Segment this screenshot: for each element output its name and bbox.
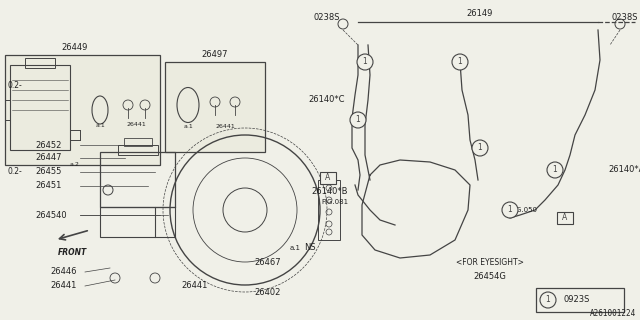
Circle shape <box>350 112 366 128</box>
Bar <box>124 138 152 146</box>
Text: 26455: 26455 <box>35 167 61 177</box>
Text: A261001224: A261001224 <box>589 309 636 318</box>
Text: 1: 1 <box>363 58 367 67</box>
Bar <box>557 212 573 224</box>
Text: 26454G: 26454G <box>474 272 506 281</box>
Circle shape <box>357 54 373 70</box>
Text: A: A <box>325 173 331 182</box>
Text: 26441: 26441 <box>50 282 76 291</box>
Bar <box>118 145 158 155</box>
Text: 1: 1 <box>356 116 360 124</box>
Text: 1: 1 <box>508 205 513 214</box>
Text: 1: 1 <box>552 165 557 174</box>
Bar <box>100 207 155 237</box>
Text: 26441: 26441 <box>126 122 146 127</box>
Text: 1: 1 <box>546 295 550 305</box>
Text: a.1: a.1 <box>95 123 105 128</box>
Text: A: A <box>563 213 568 222</box>
Text: 26452: 26452 <box>35 140 61 149</box>
Circle shape <box>472 140 488 156</box>
Text: a.2: a.2 <box>70 162 80 167</box>
Text: 0238S: 0238S <box>611 13 638 22</box>
Text: a.1: a.1 <box>289 245 301 251</box>
Text: 26446: 26446 <box>50 268 77 276</box>
Text: 26402: 26402 <box>255 288 281 297</box>
Text: FIG.081: FIG.081 <box>321 199 348 205</box>
Text: 26140*B: 26140*B <box>312 188 348 196</box>
Text: 26497: 26497 <box>202 50 228 59</box>
Circle shape <box>502 202 518 218</box>
Text: a.1: a.1 <box>183 124 193 129</box>
Text: 26149: 26149 <box>467 9 493 18</box>
Text: FIG.050: FIG.050 <box>510 207 537 213</box>
Text: 26449: 26449 <box>62 43 88 52</box>
Bar <box>10 65 70 150</box>
Text: 0923S: 0923S <box>564 295 590 305</box>
Circle shape <box>547 162 563 178</box>
Text: 26451: 26451 <box>35 181 61 190</box>
Bar <box>318 180 340 240</box>
Text: 264540: 264540 <box>35 211 67 220</box>
Text: 26467: 26467 <box>255 258 282 267</box>
Text: 1: 1 <box>477 143 483 153</box>
Circle shape <box>540 292 556 308</box>
Text: 26140*A: 26140*A <box>608 165 640 174</box>
Text: NS: NS <box>304 244 316 252</box>
Circle shape <box>452 54 468 70</box>
Text: FRONT: FRONT <box>58 248 86 257</box>
Bar <box>320 172 336 184</box>
Bar <box>100 152 175 207</box>
Bar <box>165 62 265 152</box>
Text: 0.2-: 0.2- <box>8 167 23 177</box>
Text: 26447: 26447 <box>35 154 61 163</box>
Text: 26441: 26441 <box>182 282 208 291</box>
Text: 1: 1 <box>458 58 462 67</box>
Bar <box>536 288 624 312</box>
Text: 26441: 26441 <box>215 124 235 129</box>
Text: <FOR EYESIGHT>: <FOR EYESIGHT> <box>456 258 524 267</box>
Text: 0.2-: 0.2- <box>8 81 23 90</box>
Text: 0238S: 0238S <box>314 13 340 22</box>
Bar <box>25 58 55 68</box>
Bar <box>5 55 160 165</box>
Text: 26140*C: 26140*C <box>308 95 345 105</box>
